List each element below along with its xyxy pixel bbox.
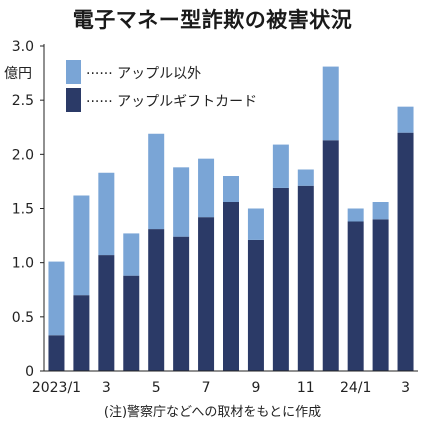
y-axis-unit: 億円 [4,66,32,82]
bar-apple-gift-card [272,187,289,371]
x-tick-label: 5 [152,380,161,396]
bar-non-apple [198,158,215,218]
bar-apple-gift-card [148,229,165,371]
bar-apple-gift-card [372,219,389,371]
y-tick-label: 2.0 [12,147,34,163]
bar-apple-gift-card [98,255,115,371]
y-tick-label: 1.0 [12,256,34,272]
bar-apple-gift-card [73,295,90,371]
bar-non-apple [223,176,239,202]
x-tick-label: 3 [401,380,410,396]
bar-apple-gift-card [397,132,414,371]
bar-non-apple [48,261,65,336]
x-tick-label: 7 [202,380,211,396]
bar-non-apple [123,233,140,276]
bar-apple-gift-card [223,202,239,371]
x-tick-label: 11 [297,380,315,396]
bar-apple-gift-card [48,335,65,371]
x-tick-label: 3 [102,380,111,396]
chart-title: 電子マネー型詐欺の被害状況 [72,8,353,32]
bar-apple-gift-card [123,275,140,371]
y-tick-label: 0 [25,364,34,380]
bars [48,66,414,371]
bar-non-apple [272,144,289,188]
legend-label-apple: ······ アップルギフトカード [86,94,257,110]
bar-non-apple [98,172,115,256]
x-axis: 2023/1 3 5 7 9 11 24/1 3 [32,370,418,396]
bar-non-apple [322,66,339,141]
bar-apple-gift-card [347,221,364,371]
y-tick-label: 3.0 [12,39,34,55]
x-tick-label: 9 [251,380,260,396]
y-axis: 0 0.5 1.0 1.5 2.0 2.5 3.0 億円 [4,39,45,380]
x-tick-label: 24/1 [340,380,371,396]
bar-apple-gift-card [297,185,314,371]
footnote: (注)警察庁などへの取材をもとに作成 [103,405,322,420]
y-tick-label: 1.5 [12,202,34,218]
y-tick-label: 0.5 [12,310,34,326]
bar-apple-gift-card [198,217,215,371]
legend: ······ アップル以外 ······ アップルギフトカード [66,60,257,112]
legend-swatch-apple [66,88,81,112]
bar-non-apple [372,202,389,220]
bar-non-apple [347,208,364,222]
bar-apple-gift-card [322,140,339,371]
bar-non-apple [173,167,190,237]
bar-non-apple [148,133,165,230]
bar-non-apple [297,169,314,186]
bar-non-apple [73,195,90,296]
bar-apple-gift-card [247,239,264,371]
y-tick-label: 2.5 [12,93,34,109]
x-tick-label: 2023/1 [32,380,81,396]
bar-non-apple [397,106,414,133]
bar-non-apple [247,208,264,240]
legend-label-other: ······ アップル以外 [86,66,201,82]
bar-apple-gift-card [173,236,190,371]
legend-swatch-other [66,60,81,84]
